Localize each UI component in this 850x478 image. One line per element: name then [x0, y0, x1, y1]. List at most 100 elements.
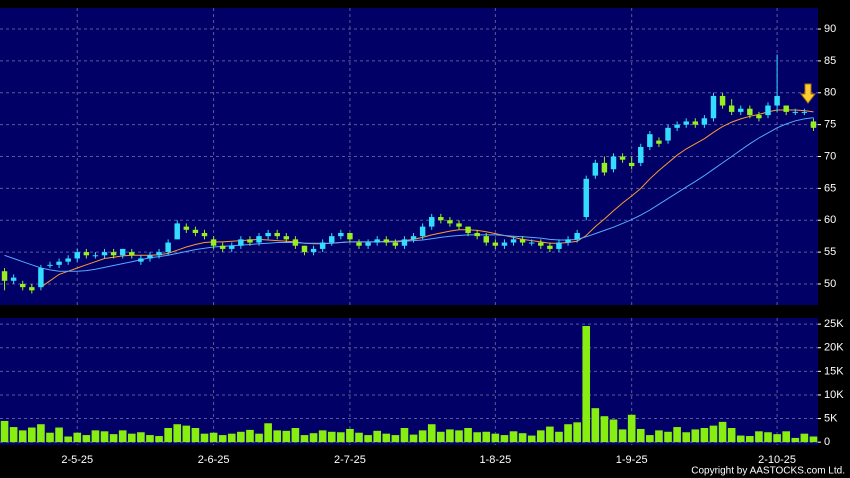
volume-bar [209, 432, 218, 443]
candle-body [129, 252, 135, 256]
candle-body [47, 264, 53, 266]
volume-bar [300, 435, 309, 443]
volume-bar [682, 432, 691, 443]
volume-bar [227, 433, 236, 443]
volume-bar [327, 431, 336, 443]
x-tick-label: 2-6-25 [198, 454, 230, 466]
candle-body [692, 121, 699, 125]
volume-bar [173, 424, 182, 443]
volume-bar [509, 431, 518, 443]
y-tick-label: 75 [824, 119, 836, 131]
candle-body [56, 261, 62, 265]
candle-body [392, 242, 399, 246]
candle-body [638, 146, 644, 163]
candle-body [574, 232, 580, 240]
candle-body [610, 156, 617, 170]
candle-body [728, 105, 735, 112]
candle-body [174, 223, 180, 240]
volume-bar [55, 427, 63, 443]
volume-bar [500, 435, 509, 443]
candle-body [1, 271, 8, 281]
volume-bar [536, 430, 545, 443]
volume-panel [0, 318, 818, 445]
candle-body [101, 252, 108, 256]
volume-bar [600, 416, 609, 443]
candle-body [147, 255, 153, 259]
volume-bar [291, 428, 300, 443]
candle-body [410, 236, 417, 240]
volume-bar [455, 430, 463, 443]
volume-bar [100, 431, 109, 443]
candle-body [192, 229, 199, 233]
y-tick-label: 50 [824, 278, 836, 290]
candle-body [619, 156, 626, 160]
volume-bar [200, 433, 209, 443]
candle-body [301, 245, 308, 253]
volume-bar [527, 435, 536, 443]
candle-body [765, 105, 771, 116]
candle-body [701, 118, 708, 125]
candle-body [510, 239, 517, 243]
volume-bar [191, 428, 200, 443]
volume-bar [764, 432, 772, 443]
candle-body [456, 223, 462, 227]
candle-body [592, 162, 599, 176]
candle-body [256, 236, 262, 243]
volume-bar [82, 435, 91, 443]
y-tick-label: 80 [824, 87, 836, 99]
volume-bar [646, 435, 654, 443]
volume-bar [673, 427, 681, 443]
volume-bar [73, 432, 82, 443]
volume-bar [164, 428, 172, 443]
volume-bar [91, 430, 100, 443]
candle-body [428, 217, 435, 227]
volume-bar [564, 424, 572, 443]
candle-body [219, 245, 226, 249]
volume-bar [736, 435, 745, 443]
candle-body [265, 232, 271, 237]
candle-body [665, 127, 671, 141]
candle-body [801, 111, 808, 113]
candle-body [656, 140, 662, 144]
candle-body [501, 242, 508, 246]
volume-bar [373, 430, 382, 443]
volume-bar [809, 436, 818, 443]
volume-bar [46, 432, 54, 443]
candle-body [110, 252, 117, 256]
candle-body [719, 95, 726, 106]
candle-body [774, 95, 780, 106]
candle-body [283, 236, 290, 240]
candle-body [810, 121, 817, 128]
volume-bar [636, 428, 645, 443]
volume-bar [109, 434, 118, 443]
candle-body [528, 242, 535, 244]
volume-bar [782, 431, 791, 443]
candle-body [683, 121, 689, 125]
candle-body [401, 239, 408, 246]
volume-bar [773, 434, 781, 443]
candle-body [383, 239, 390, 243]
ma-line [40, 109, 814, 288]
candle-body [201, 232, 208, 237]
candle-body [83, 252, 90, 256]
volume-bar [618, 429, 627, 443]
volume-bar [582, 326, 591, 443]
volume-bar [718, 421, 727, 443]
volume-bar [182, 425, 191, 443]
volume-bar [355, 432, 363, 443]
volume-bar [609, 419, 618, 443]
candle-body [628, 162, 635, 167]
candle-body [292, 239, 299, 246]
volume-bar [18, 430, 27, 443]
volume-bar [591, 408, 600, 443]
candle-body [329, 236, 335, 243]
y-tick-label: 25K [824, 318, 844, 330]
copyright: Copyright by AASTOCKS.com Ltd. [691, 466, 845, 477]
candle-body [165, 242, 171, 253]
y-tick-label: 70 [824, 150, 836, 162]
y-tick-label: 0 [824, 436, 830, 448]
candle-body [538, 242, 544, 246]
volume-bar [137, 432, 145, 443]
candle-body [338, 232, 344, 237]
candle-body [438, 217, 444, 221]
